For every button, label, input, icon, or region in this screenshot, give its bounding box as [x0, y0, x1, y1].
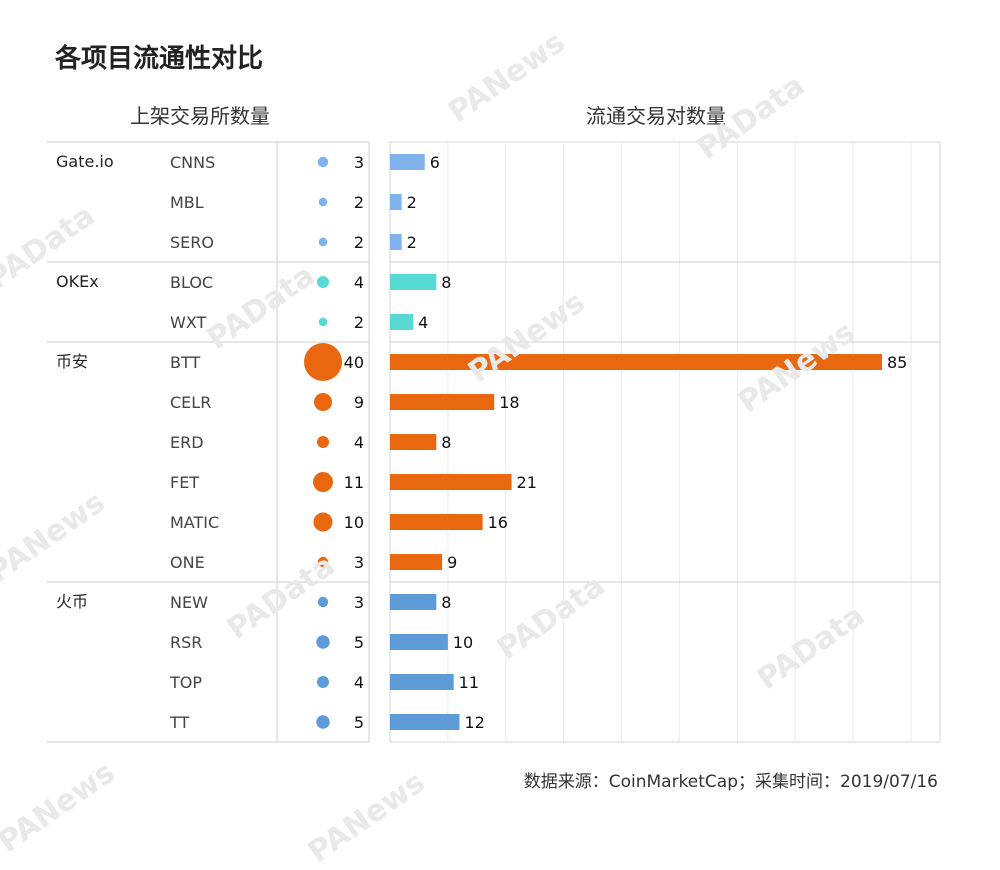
exchange-count-label: 2: [354, 233, 364, 252]
pair-count-label: 6: [430, 153, 440, 172]
exchange-count-label: 3: [354, 153, 364, 172]
pair-count-bar: [390, 714, 460, 730]
pair-count-bar: [390, 394, 495, 410]
pair-count-bar: [390, 234, 402, 250]
pair-count-label: 9: [447, 553, 457, 572]
exchange-count-label: 3: [354, 593, 364, 612]
exchange-label: Gate.io: [56, 152, 114, 171]
exchange-count-bubble: [318, 317, 328, 327]
pair-count-label: 10: [453, 633, 473, 652]
pair-count-label: 2: [407, 233, 417, 252]
pair-count-label: 8: [441, 433, 451, 452]
pair-count-label: 12: [464, 713, 484, 732]
exchange-count-bubble: [318, 237, 328, 247]
pair-count-bar: [390, 314, 414, 330]
exchange-count-label: 4: [354, 673, 364, 692]
exchange-count-bubble: [317, 556, 329, 568]
exchange-count-bubble: [316, 715, 330, 729]
project-label: BLOC: [170, 273, 213, 292]
project-label: ERD: [170, 433, 204, 452]
pair-count-bar: [390, 354, 882, 370]
project-label: SERO: [170, 233, 214, 252]
exchange-count-label: 2: [354, 193, 364, 212]
exchange-count-bubble: [304, 343, 342, 381]
exchange-count-label: 40: [344, 353, 364, 372]
exchange-count-label: 5: [354, 713, 364, 732]
exchange-count-label: 4: [354, 273, 364, 292]
exchange-count-label: 3: [354, 553, 364, 572]
exchange-count-label: 5: [354, 633, 364, 652]
pair-count-label: 11: [459, 673, 479, 692]
exchange-label: 火币: [56, 592, 88, 611]
project-label: BTT: [170, 353, 200, 372]
pair-count-bar: [390, 594, 437, 610]
project-label: CNNS: [170, 153, 215, 172]
exchange-count-label: 9: [354, 393, 364, 412]
pair-count-bar: [390, 514, 483, 530]
pair-count-label: 18: [499, 393, 519, 412]
exchange-count-bubble: [313, 392, 333, 412]
exchange-count-bubble: [317, 156, 329, 168]
pair-count-label: 16: [488, 513, 508, 532]
exchange-label: OKEx: [56, 272, 99, 291]
chart-title: 各项目流通性对比: [55, 44, 264, 74]
exchange-count-label: 10: [344, 513, 364, 532]
project-label: WXT: [170, 313, 207, 332]
pair-count-bar: [390, 674, 454, 690]
right-section-title: 流通交易对数量: [586, 104, 726, 128]
pair-count-bar: [390, 274, 437, 290]
pair-count-label: 21: [517, 473, 537, 492]
project-label: MATIC: [170, 513, 219, 532]
pair-count-bar: [390, 434, 437, 450]
pair-count-bar: [390, 474, 512, 490]
project-label: MBL: [170, 193, 204, 212]
exchange-count-bubble: [317, 596, 329, 608]
project-label: ONE: [170, 553, 205, 572]
left-section-title: 上架交易所数量: [130, 104, 270, 128]
exchange-count-bubble: [313, 512, 333, 532]
exchange-count-bubble: [316, 435, 330, 449]
project-label: NEW: [170, 593, 208, 612]
right-panel-border: [389, 141, 941, 743]
pair-count-label: 8: [441, 593, 451, 612]
exchange-count-label: 11: [344, 473, 364, 492]
exchange-count-label: 4: [354, 433, 364, 452]
pair-count-bar: [390, 634, 448, 650]
exchange-count-bubble: [318, 197, 328, 207]
project-label: CELR: [170, 393, 211, 412]
pair-count-label: 2: [407, 193, 417, 212]
project-label: FET: [170, 473, 199, 492]
exchange-count-bubble: [316, 675, 330, 689]
project-label: RSR: [170, 633, 202, 652]
exchange-count-bubble: [316, 275, 330, 289]
footer-source: 数据来源：CoinMarketCap；采集时间：2019/07/16: [523, 772, 938, 792]
project-label: TOP: [169, 673, 202, 692]
exchange-count-bubble: [313, 472, 333, 492]
exchange-label: 币安: [56, 352, 88, 371]
exchange-count-label: 2: [354, 313, 364, 332]
pair-count-label: 85: [887, 353, 907, 372]
exchange-count-bubble: [316, 635, 330, 649]
pair-count-bar: [390, 194, 402, 210]
pair-count-bar: [390, 154, 425, 170]
pair-count-label: 4: [418, 313, 428, 332]
pair-count-bar: [390, 554, 443, 570]
pair-count-label: 8: [441, 273, 451, 292]
project-label: TT: [169, 713, 189, 732]
